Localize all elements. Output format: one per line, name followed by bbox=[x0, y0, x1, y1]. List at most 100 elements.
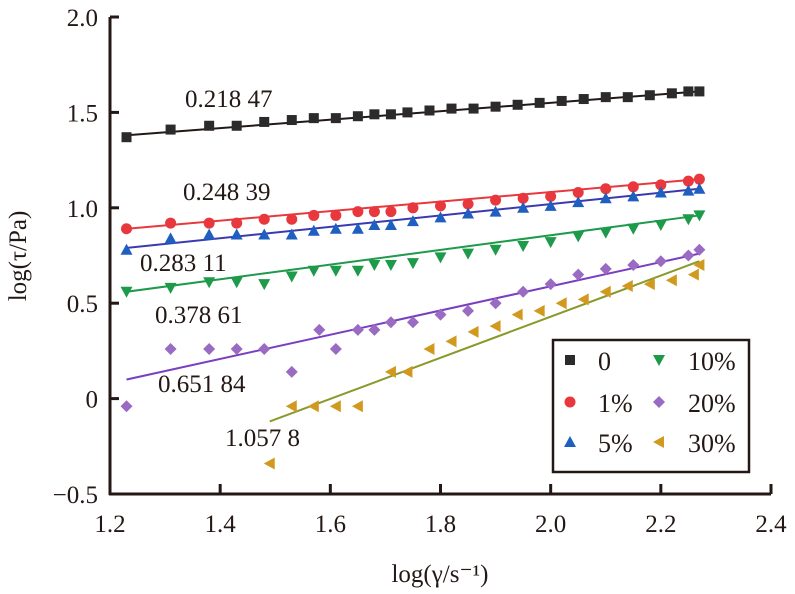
data-point bbox=[258, 228, 271, 240]
data-point bbox=[307, 224, 320, 236]
data-point bbox=[385, 109, 396, 120]
legend-label: 1% bbox=[598, 389, 633, 418]
data-point bbox=[517, 192, 529, 204]
data-point bbox=[164, 282, 177, 294]
data-point bbox=[622, 92, 633, 103]
data-point bbox=[490, 194, 502, 206]
data-point bbox=[489, 297, 502, 310]
legend-label: 10% bbox=[688, 347, 736, 376]
data-point bbox=[258, 213, 270, 225]
data-point bbox=[258, 279, 271, 291]
data-point bbox=[556, 95, 567, 106]
data-point bbox=[423, 342, 435, 355]
y-tick-label: −0.5 bbox=[53, 482, 98, 509]
data-point bbox=[489, 244, 502, 256]
legend-marker bbox=[565, 355, 575, 365]
data-point bbox=[351, 265, 364, 277]
data-point bbox=[203, 228, 216, 240]
data-point bbox=[307, 400, 319, 413]
slope-label: 0.248 39 bbox=[183, 179, 271, 206]
legend-item: 10% bbox=[653, 347, 736, 376]
data-point bbox=[368, 323, 381, 336]
legend-item: 1% bbox=[564, 389, 633, 418]
ticks: 1.2 1.4 1.6 1.8 2.0 2.2 2.4 −0.5 0 0.5 1.0 1.5 2.0 bbox=[53, 5, 787, 538]
data-point bbox=[230, 342, 243, 355]
data-point bbox=[578, 94, 589, 105]
x-axis-title: log(γ/s⁻¹) bbox=[391, 561, 488, 588]
data-point bbox=[621, 280, 633, 293]
data-point bbox=[572, 196, 585, 208]
data-point bbox=[329, 265, 342, 277]
data-point bbox=[434, 211, 447, 223]
data-point bbox=[599, 227, 612, 239]
y-tick-label: 1.0 bbox=[67, 196, 98, 223]
data-point bbox=[165, 124, 176, 135]
legend-label: 30% bbox=[688, 429, 736, 458]
data-point bbox=[368, 260, 381, 272]
series-3 bbox=[120, 210, 706, 298]
data-point bbox=[666, 88, 677, 99]
data-point bbox=[368, 206, 380, 218]
data-point bbox=[627, 223, 640, 235]
data-point bbox=[351, 222, 364, 234]
data-point bbox=[164, 232, 177, 244]
series-2 bbox=[120, 182, 706, 255]
data-point bbox=[330, 113, 341, 124]
data-point bbox=[424, 105, 435, 116]
data-point bbox=[627, 259, 640, 272]
data-point bbox=[307, 265, 320, 277]
data-point bbox=[627, 181, 639, 193]
data-point bbox=[164, 342, 177, 355]
data-point bbox=[285, 365, 298, 378]
legend-marker bbox=[564, 436, 576, 447]
data-point bbox=[693, 259, 705, 272]
data-point bbox=[406, 215, 419, 227]
y-tick-label: 2.0 bbox=[67, 5, 98, 32]
data-point bbox=[654, 186, 667, 198]
data-point bbox=[468, 103, 479, 114]
data-point bbox=[384, 365, 396, 378]
data-point bbox=[693, 243, 706, 256]
data-point bbox=[351, 323, 364, 336]
data-point bbox=[406, 316, 419, 329]
data-point bbox=[693, 210, 706, 222]
data-point bbox=[259, 116, 270, 127]
legend-marker bbox=[564, 396, 576, 408]
data-point bbox=[512, 99, 523, 110]
data-point bbox=[385, 206, 397, 218]
data-point bbox=[120, 243, 133, 255]
data-point bbox=[511, 308, 523, 321]
data-point bbox=[544, 237, 557, 249]
data-point bbox=[643, 278, 655, 291]
legend-marker bbox=[653, 396, 665, 408]
data-point bbox=[230, 277, 243, 289]
data-point bbox=[120, 286, 133, 298]
legend-label: 5% bbox=[598, 429, 633, 458]
data-point bbox=[694, 86, 705, 97]
slope-annotations: 0.218 47 0.248 39 0.283 11 0.378 61 0.651 84… bbox=[140, 86, 300, 452]
legend-label: 0 bbox=[598, 347, 611, 376]
data-point bbox=[402, 107, 413, 118]
data-point bbox=[462, 198, 474, 210]
legend-marker bbox=[653, 436, 664, 448]
data-point bbox=[534, 97, 545, 108]
data-point bbox=[231, 217, 243, 229]
data-point bbox=[351, 400, 363, 413]
data-point bbox=[489, 320, 501, 333]
data-point bbox=[330, 209, 342, 221]
data-point bbox=[384, 260, 397, 272]
data-point bbox=[683, 86, 694, 97]
data-point bbox=[467, 325, 479, 338]
legend-item: 20% bbox=[653, 389, 736, 418]
data-point bbox=[435, 200, 446, 212]
data-point bbox=[231, 120, 242, 131]
data-point bbox=[384, 218, 397, 230]
y-axis-title: log(τ/Pa) bbox=[5, 211, 32, 302]
data-point bbox=[600, 183, 612, 195]
data-point bbox=[545, 190, 557, 202]
data-point bbox=[517, 201, 530, 213]
series-1 bbox=[121, 173, 705, 235]
data-point bbox=[600, 92, 611, 103]
data-point bbox=[285, 400, 297, 413]
data-point bbox=[599, 285, 611, 298]
